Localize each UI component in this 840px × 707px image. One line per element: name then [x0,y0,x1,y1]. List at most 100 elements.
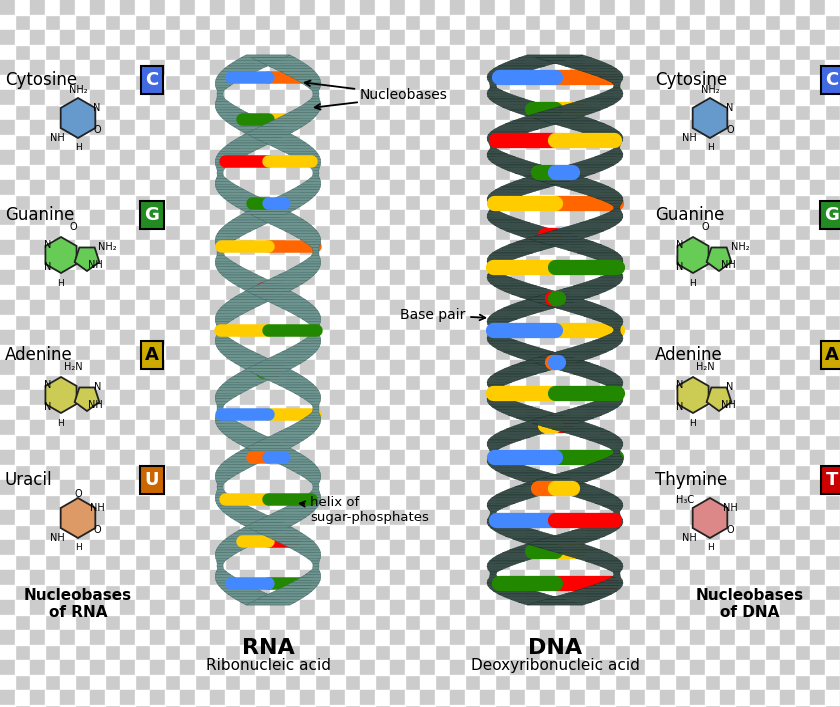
Polygon shape [223,303,265,305]
Bar [120,375,135,390]
Bar [165,90,180,105]
Bar [705,615,720,630]
Bar [615,0,630,15]
Bar [510,690,525,705]
Polygon shape [302,338,321,341]
Polygon shape [529,544,593,547]
Bar [435,375,450,390]
Polygon shape [284,269,318,272]
Polygon shape [612,327,620,330]
Bar [210,60,225,75]
Text: C: C [826,71,838,89]
Bar [195,435,210,450]
Bar [615,405,630,420]
Bar [165,540,180,555]
Bar [720,300,735,315]
Bar [90,255,105,270]
Bar [615,135,630,150]
Bar [420,450,435,465]
Bar [690,255,705,270]
Polygon shape [528,300,592,303]
Polygon shape [606,578,622,580]
Bar [135,210,150,225]
Bar [540,420,555,435]
Bar [540,630,555,645]
Bar [300,330,315,345]
Bar [570,390,585,405]
Bar [480,105,495,120]
Bar [645,105,660,120]
Bar [570,60,585,75]
Polygon shape [524,421,589,423]
Bar [150,435,165,450]
Polygon shape [612,575,621,578]
Bar [390,525,405,540]
Polygon shape [537,355,600,358]
Bar [75,690,90,705]
Bar [810,360,825,375]
Polygon shape [543,231,604,234]
Bar [660,270,675,285]
Bar [765,345,780,360]
Bar [330,225,345,240]
Polygon shape [588,195,622,198]
Bar [585,240,600,255]
Bar [15,255,30,270]
Polygon shape [547,352,606,355]
Bar [30,390,45,405]
Bar [150,300,165,315]
Bar [360,195,375,210]
Polygon shape [286,467,319,470]
Polygon shape [236,58,285,61]
Bar [30,105,45,120]
Bar [180,495,195,510]
Bar [660,75,675,90]
Polygon shape [244,132,293,135]
Bar [60,315,75,330]
Bar [120,120,135,135]
Bar [165,210,180,225]
Bar [30,450,45,465]
Polygon shape [224,591,267,594]
Bar [675,60,690,75]
Bar [405,90,420,105]
Bar [390,105,405,120]
Bar [315,510,330,525]
Bar [315,435,330,450]
Polygon shape [488,454,501,457]
Bar [420,165,435,180]
Bar [165,495,180,510]
Bar [675,555,690,570]
Polygon shape [508,415,571,418]
Bar [330,375,345,390]
Bar [0,465,15,480]
Bar [345,285,360,300]
Bar [315,75,330,90]
Bar [150,540,165,555]
Polygon shape [215,160,238,162]
Bar [120,435,135,450]
Polygon shape [487,380,519,382]
Bar [90,180,105,195]
Bar [660,660,675,675]
Bar [720,210,735,225]
Bar [780,90,795,105]
Bar [735,240,750,255]
Bar [585,675,600,690]
Polygon shape [487,256,524,259]
Bar [285,30,300,45]
Bar [0,570,15,585]
Bar [180,105,195,120]
Bar [585,360,600,375]
Polygon shape [274,226,314,228]
Bar [735,255,750,270]
Bar [270,225,285,240]
Bar [195,240,210,255]
Bar [570,630,585,645]
Polygon shape [305,572,321,575]
Bar [540,525,555,540]
Polygon shape [575,344,620,346]
Polygon shape [494,371,547,374]
Bar [345,150,360,165]
Polygon shape [237,214,286,217]
